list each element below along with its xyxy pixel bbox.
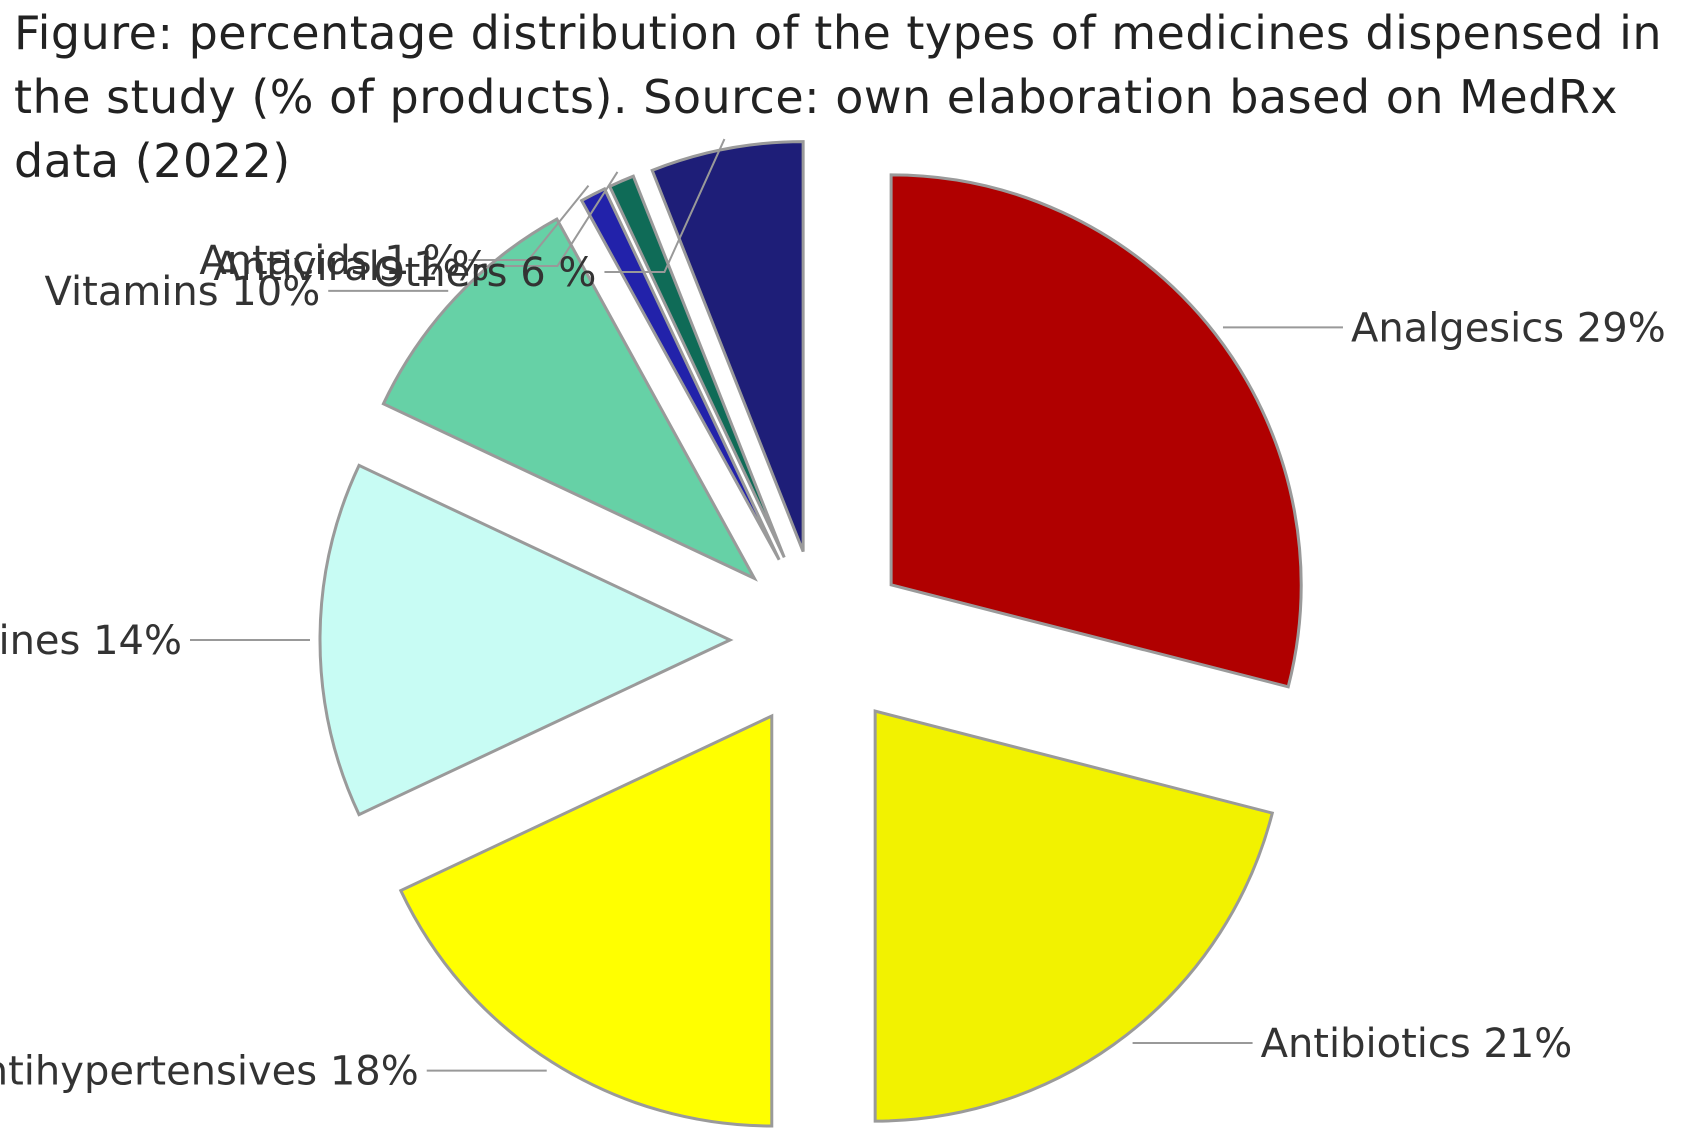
pie-slice-antihistamines [318, 463, 734, 817]
slice-label: Antivirals 1 % [213, 244, 489, 290]
chart-title-line-3: data (2022) [14, 134, 291, 188]
pie-slice-antibiotics [873, 709, 1275, 1123]
leader-line [468, 184, 590, 261]
slice-label: Others 6 % [373, 250, 596, 296]
slice-labels: Analgesics 29% Antibiotics 21% Antihyperte… [0, 238, 1666, 1095]
slice-label: Vitamins 10% [45, 269, 321, 315]
leader-line [497, 171, 619, 267]
leader-line [604, 138, 726, 273]
slice-label: Antibiotics 21% [1261, 1021, 1573, 1067]
slice-label: Analgesics 29% [1351, 305, 1666, 351]
chart-title-line-1: Figure: percentage distribution of the t… [14, 6, 1663, 60]
pie-slice-antihypertensives [398, 713, 774, 1128]
pie-slices [318, 140, 1303, 1128]
chart-title-line-2: the study (% of products). Source: own e… [14, 70, 1619, 124]
slice-label: Antihistamines 14% [0, 618, 182, 664]
slice-label: Antihypertensives 18% [0, 1049, 419, 1095]
slice-label: Antacids 1 % [199, 238, 460, 284]
leader-lines [190, 138, 1343, 1072]
pie-slice-antacids [579, 186, 781, 561]
pie-slice-others [650, 140, 805, 553]
pie-slice-vitamins [381, 217, 758, 582]
pie-slice-analgesics [889, 173, 1303, 689]
